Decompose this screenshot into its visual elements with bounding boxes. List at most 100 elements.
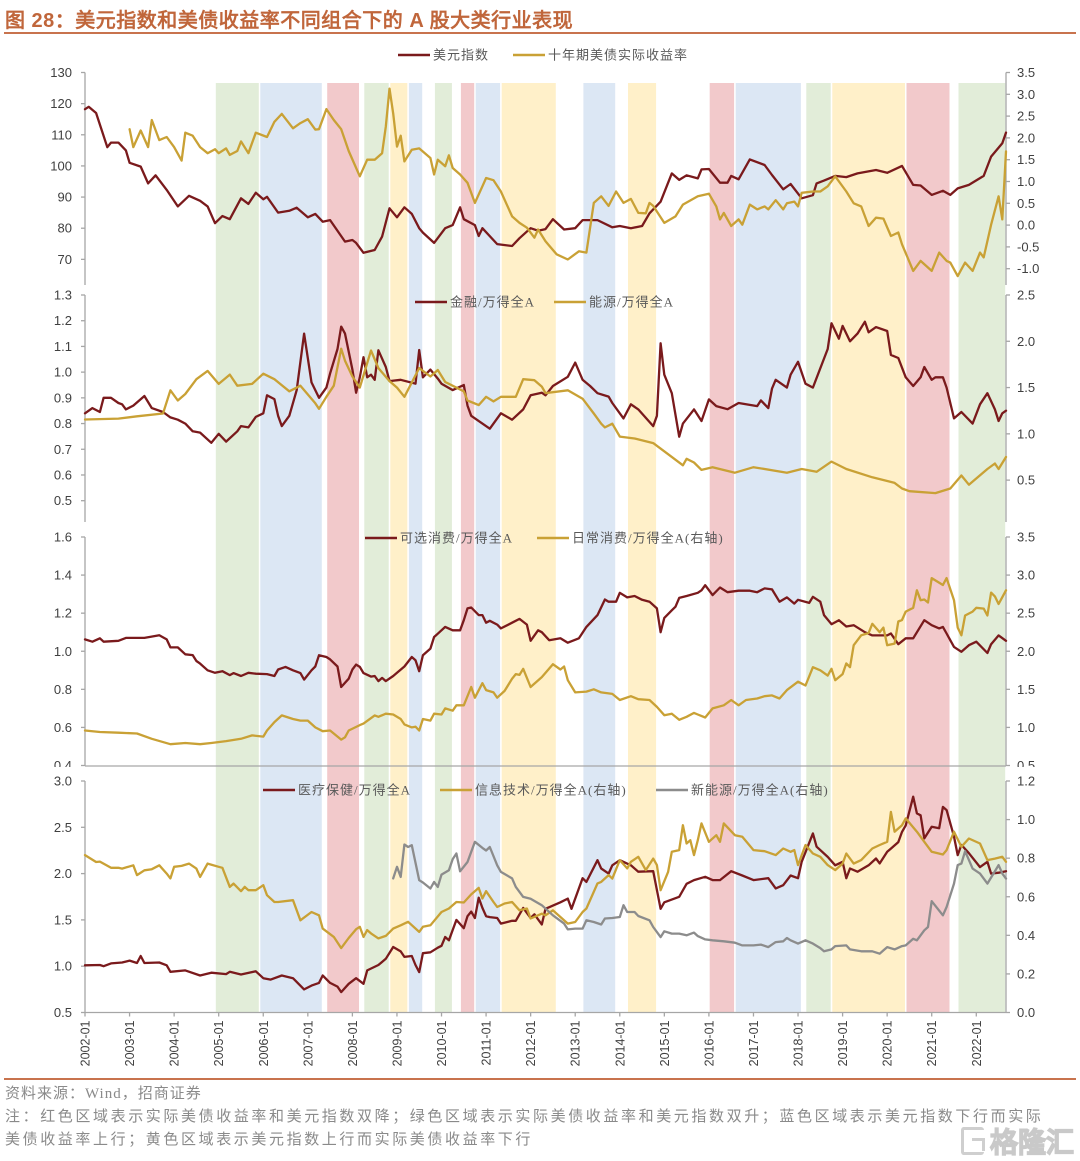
consumer-discretionary-ratio-line: [83, 584, 1008, 689]
right-axis-tick-label: 1.0: [1017, 812, 1035, 827]
left-axis-labels: 0.5 0.6 0.7 0.8 0.9 1.0 1.1 1.2 1.3: [54, 288, 85, 508]
left-axis-tick-label: 1.3: [54, 288, 72, 303]
x-axis-tick-label: 2016-01: [702, 1020, 716, 1066]
left-axis-labels: 70 80 90 100 110 120 130: [50, 65, 85, 267]
regime-band-yellow: [832, 83, 905, 1013]
legend-label: 信息技术/万得全A(右轴): [475, 783, 627, 798]
right-axis-tick-label: 0.5: [1017, 196, 1035, 211]
left-axis-labels: 0.5 1.0 1.5 2.0 2.5 3.0: [54, 774, 85, 1020]
right-axis-labels: 0.5 1.0 1.5 2.0 2.5: [1006, 288, 1035, 488]
right-axis-tick-label: 2.5: [1017, 606, 1035, 621]
series-lines: [83, 87, 1008, 278]
x-axis-tick-label: 2007-01: [301, 1020, 315, 1066]
left-axis-tick-label: 90: [58, 190, 72, 205]
right-axis-tick-label: 0.5: [1017, 473, 1035, 488]
regime-band-red: [709, 83, 735, 1013]
regime-band-blue: [408, 83, 423, 1013]
left-axis-tick-label: 1.0: [54, 959, 72, 974]
right-axis-tick-label: -1.0: [1017, 261, 1039, 276]
left-axis-tick-label: 1.0: [54, 365, 72, 380]
left-axis-tick-label: 0.9: [54, 390, 72, 405]
regime-band-yellow: [501, 83, 556, 1013]
right-axis-labels: 0.5 1.0 1.5 2.0 2.5 3.0 3.5: [1006, 530, 1035, 767]
x-axis-tick-label: 2010-01: [435, 1020, 449, 1066]
left-axis-tick-label: 2.5: [54, 820, 72, 835]
legend-label: 金融/万得全A: [450, 295, 535, 310]
x-axis-tick-label: 2003-01: [123, 1020, 137, 1066]
x-axis-tick-label: 2004-01: [168, 1020, 182, 1066]
x-axis-tick-label: 2021-01: [925, 1020, 939, 1066]
x-axis-tick-label: 2011-01: [480, 1020, 494, 1065]
watermark: 格隆汇: [960, 1121, 1075, 1161]
right-axis-tick-label: 2.0: [1017, 130, 1035, 145]
legend-item: 能源/万得全A: [554, 295, 674, 310]
energy-ratio-line: [83, 347, 1008, 495]
legend-item: 医疗保健/万得全A: [263, 783, 411, 798]
right-axis-tick-label: 1.0: [1017, 720, 1035, 735]
healthcare-ratio-line: [83, 795, 1008, 994]
left-axis-tick-label: 1.4: [54, 568, 72, 583]
regime-band-green: [434, 83, 452, 1013]
left-axis-tick-label: 0.8: [54, 682, 72, 697]
right-axis-tick-label: 0.0: [1017, 218, 1035, 233]
chart-panel-3: 0.4 0.6 0.8 1.0 1.2 1.4 1.6 0.5 1.0 1.5 2.0 2.5 3.0 3…: [54, 530, 1035, 768]
chart-panel-4: 0.5 1.0 1.5 2.0 2.5 3.0 0.0 0.2 0.4 0.6 0.8 1.0 1.2 医…: [54, 774, 1035, 1067]
right-axis-tick-label: 2.0: [1017, 644, 1035, 659]
left-axis-labels: 0.4 0.6 0.8 1.0 1.2 1.4 1.6: [54, 530, 85, 767]
legend-label: 医疗保健/万得全A: [298, 783, 411, 798]
regime-band-red: [460, 83, 475, 1013]
consumer-staples-ratio-line: [83, 576, 1008, 746]
left-axis-tick-label: 120: [50, 96, 72, 111]
source-text: 资料来源：Wind，招商证券: [5, 1086, 202, 1102]
series-lines: [83, 795, 1008, 994]
right-axis-tick-label: 3.5: [1017, 530, 1035, 545]
legend: 可选消费/万得全A 日常消费/万得全A(右轴): [365, 531, 723, 546]
chart-canvas: 70 80 90 100 110 120 130 -1.0 -0.5 0.0 0.5 1.0 1.5 2.…: [50, 48, 1039, 1067]
watermark-text: 格隆汇: [989, 1125, 1074, 1159]
left-axis-tick-label: 110: [51, 127, 72, 142]
x-axis-tick-label: 2018-01: [792, 1020, 806, 1066]
left-axis-tick-label: 2.0: [54, 866, 72, 881]
right-axis-tick-label: 2.5: [1017, 288, 1035, 303]
legend-item: 信息技术/万得全A(右轴): [440, 783, 627, 798]
right-axis-tick-label: 0.8: [1017, 851, 1035, 866]
left-axis-tick-label: 3.0: [54, 774, 72, 789]
right-axis-tick-label: 3.0: [1017, 87, 1035, 102]
legend-label: 能源/万得全A: [589, 295, 674, 310]
regime-band-blue: [735, 83, 801, 1013]
left-axis-tick-label: 130: [50, 65, 72, 80]
legend: 医疗保健/万得全A 信息技术/万得全A(右轴) 新能源/万得全A(右轴): [263, 783, 828, 798]
x-axis-tick-label: 2013-01: [569, 1020, 583, 1066]
x-axis-tick-label: 2019-01: [836, 1020, 850, 1066]
right-axis-tick-label: 0.2: [1017, 966, 1035, 981]
x-axis-tick-label: 2006-01: [257, 1020, 271, 1066]
right-axis-tick-label: 1.2: [1017, 774, 1035, 789]
x-axis-tick-label: 2008-01: [346, 1020, 360, 1066]
x-axis-tick-label: 2022-01: [970, 1020, 984, 1066]
legend-item: 美元指数: [398, 48, 489, 63]
series-lines: [83, 320, 1008, 495]
regime-band-green: [364, 83, 389, 1013]
x-axis-tick-label: 2017-01: [747, 1020, 761, 1066]
right-axis-tick-label: 3.5: [1017, 65, 1035, 80]
left-axis-tick-label: 0.8: [54, 416, 72, 431]
new-energy-ratio-line: [392, 840, 1008, 955]
x-axis-tick-label: 2015-01: [658, 1020, 672, 1066]
chart-panel-2: 0.5 0.6 0.7 0.8 0.9 1.0 1.1 1.2 1.3 0.5 1.0 1.5 2.0 2…: [54, 288, 1035, 522]
legend-label: 美元指数: [433, 48, 489, 63]
legend-item: 金融/万得全A: [415, 295, 535, 310]
title-divider: [4, 32, 1076, 34]
note-line-2: 美债收益率上行；黄色区域表示美元指数上行而实际美债收益率下行: [5, 1132, 534, 1148]
left-axis-tick-label: 0.6: [54, 720, 72, 735]
left-axis-tick-label: 80: [58, 221, 72, 236]
figure-title: 图 28：美元指数和美债收益率不同组合下的 A 股大类行业表现: [5, 10, 574, 32]
legend-item: 日常消费/万得全A(右轴): [537, 531, 723, 546]
right-axis-tick-label: 1.5: [1017, 152, 1035, 167]
right-axis-tick-label: 0.4: [1017, 928, 1035, 943]
regime-band-green: [806, 83, 831, 1013]
left-axis-tick-label: 1.6: [54, 530, 72, 545]
x-axis: 2002-01 2003-01 2004-01 2005-01 2006-01 2007-…: [79, 1011, 1006, 1066]
right-axis-tick-label: 2.0: [1017, 334, 1035, 349]
legend: 金融/万得全A 能源/万得全A: [415, 295, 674, 310]
